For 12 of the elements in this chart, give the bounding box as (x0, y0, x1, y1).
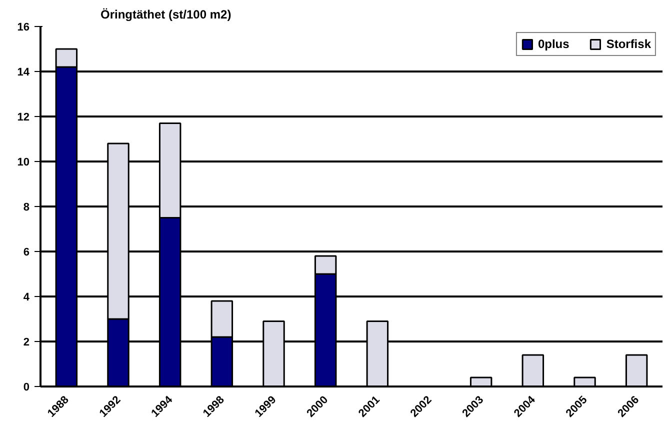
y-tick-label: 6 (23, 246, 30, 258)
legend-label: Storfisk (606, 37, 651, 51)
y-tick-label: 4 (23, 292, 30, 304)
y-tick-label: 8 (23, 202, 30, 214)
y-tick-label: 10 (17, 156, 30, 168)
y-tick-label: 14 (17, 66, 30, 78)
y-tick-label: 2 (23, 336, 30, 348)
y-tick-label: 12 (17, 112, 30, 124)
chart-title: Öringtäthet (st/100 m2) (100, 8, 232, 22)
y-tick-label: 16 (17, 22, 30, 34)
y-tick-label: 0 (23, 382, 30, 394)
legend-label: 0plus (538, 37, 570, 51)
